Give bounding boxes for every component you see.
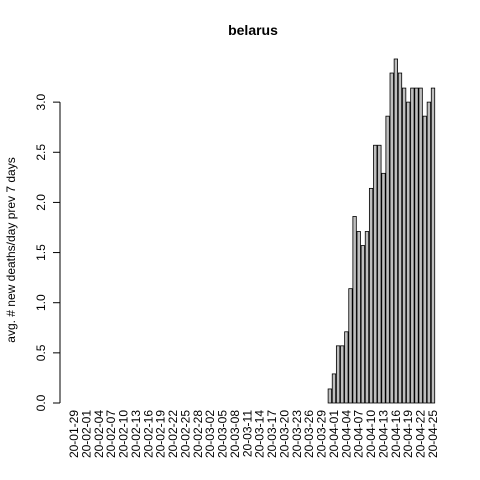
x-tick-label: 20-03-14 — [253, 410, 267, 458]
y-tick-label: 2.0 — [34, 194, 48, 211]
y-tick-label: 1.0 — [34, 294, 48, 311]
bar — [344, 331, 349, 404]
bar — [352, 216, 357, 404]
y-axis-label: avg. # new deaths/day prev 7 days — [4, 157, 18, 342]
bar — [377, 144, 382, 404]
bar — [368, 187, 374, 404]
bar — [406, 101, 411, 404]
x-tick-label: 20-04-13 — [376, 410, 390, 458]
x-tick-label: 20-02-01 — [79, 410, 93, 458]
bar — [401, 87, 407, 404]
bar — [340, 345, 345, 404]
y-tick-label: 2.5 — [34, 144, 48, 161]
x-tick-label: 20-02-28 — [191, 410, 205, 458]
x-tick-label: 20-04-25 — [426, 410, 440, 458]
x-tick-label: 20-02-25 — [178, 410, 192, 458]
bar — [335, 345, 341, 404]
bar — [393, 58, 398, 404]
x-tick-label: 20-03-08 — [228, 410, 242, 458]
bar — [397, 72, 403, 404]
y-tick-label: 1.5 — [34, 244, 48, 261]
bar — [348, 288, 353, 404]
x-tick-label: 20-04-07 — [352, 410, 366, 458]
bar — [381, 172, 386, 404]
x-tick-label: 20-02-13 — [129, 410, 143, 458]
bar — [331, 373, 337, 404]
x-tick-label: 20-04-04 — [339, 410, 353, 458]
bar — [410, 87, 415, 404]
x-tick-label: 20-04-22 — [414, 410, 428, 458]
bar — [422, 115, 427, 404]
x-tick-label: 20-03-26 — [302, 410, 316, 458]
bar — [418, 87, 423, 404]
bar — [426, 101, 431, 404]
x-tick-label: 20-01-29 — [67, 410, 81, 458]
bar — [356, 231, 361, 404]
x-tick-label: 20-03-23 — [290, 410, 304, 458]
x-tick-label: 20-03-02 — [203, 410, 217, 458]
x-tick-label: 20-04-01 — [327, 410, 341, 458]
x-tick-label: 20-03-20 — [277, 410, 291, 458]
bar — [414, 87, 419, 404]
x-tick-label: 20-04-16 — [389, 410, 403, 458]
bar — [389, 72, 394, 404]
x-tick-label: 20-02-10 — [117, 410, 131, 458]
x-tick-label: 20-02-07 — [104, 410, 118, 458]
y-tick-label: 3.0 — [34, 93, 48, 110]
bar — [327, 388, 332, 404]
x-tick-label: 20-03-29 — [315, 410, 329, 458]
chart-title: belarus — [228, 22, 278, 38]
bar — [373, 144, 378, 404]
x-tick-label: 20-03-11 — [240, 410, 254, 457]
x-tick-label: 20-04-19 — [401, 410, 415, 458]
y-tick-label: 0.5 — [34, 344, 48, 361]
bar — [364, 231, 370, 404]
bar — [385, 115, 390, 404]
bar — [360, 245, 365, 404]
bar — [430, 87, 436, 404]
x-tick-label: 20-02-19 — [154, 410, 168, 458]
x-tick-label: 20-04-10 — [364, 410, 378, 458]
y-tick-label: 0.0 — [34, 394, 48, 411]
x-tick-label: 20-03-05 — [216, 410, 230, 458]
x-tick-label: 20-02-16 — [141, 410, 155, 458]
x-tick-label: 20-02-22 — [166, 410, 180, 458]
x-tick-label: 20-03-17 — [265, 410, 279, 458]
x-tick-label: 20-02-04 — [92, 410, 106, 458]
